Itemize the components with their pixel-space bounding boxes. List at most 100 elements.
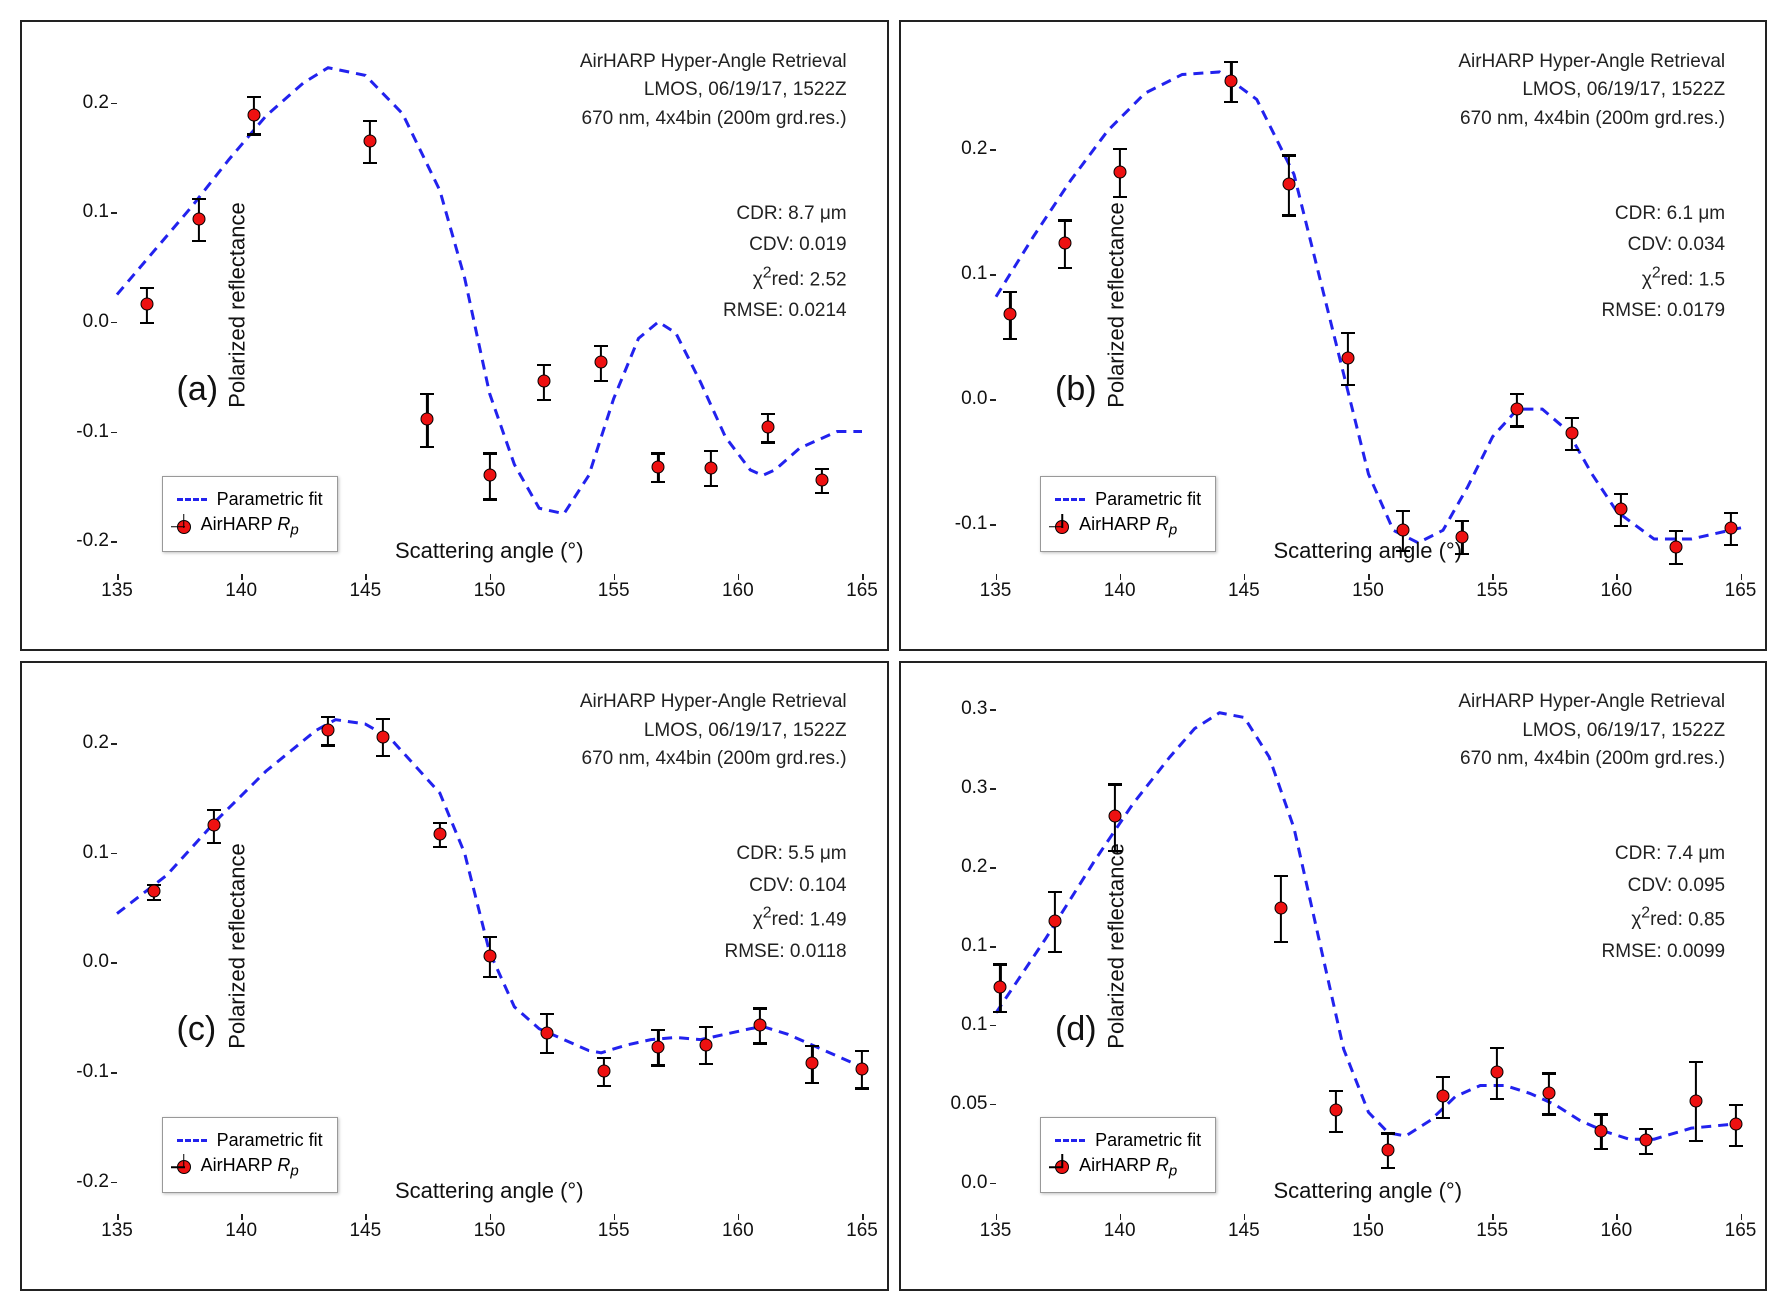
error-cap-top-a-0 bbox=[140, 287, 154, 289]
data-point-d-10[interactable] bbox=[1640, 1134, 1653, 1147]
data-point-b-4[interactable] bbox=[1282, 178, 1295, 191]
data-point-d-3[interactable] bbox=[1275, 902, 1288, 915]
error-cap-bottom-c-1 bbox=[207, 842, 221, 844]
error-cap-bottom-d-6 bbox=[1436, 1117, 1450, 1119]
data-point-c-6[interactable] bbox=[540, 1026, 553, 1039]
data-point-c-9[interactable] bbox=[699, 1038, 712, 1051]
error-cap-bottom-a-6 bbox=[537, 399, 551, 401]
data-point-d-6[interactable] bbox=[1436, 1090, 1449, 1103]
data-point-b-12[interactable] bbox=[1724, 521, 1737, 534]
error-cap-top-c-2 bbox=[321, 716, 335, 718]
data-point-c-10[interactable] bbox=[754, 1018, 767, 1031]
panel-b: (b) AirHARP Hyper-Angle Retrieval LMOS, … bbox=[899, 20, 1768, 651]
error-cap-bottom-a-10 bbox=[761, 441, 775, 443]
data-point-a-10[interactable] bbox=[761, 421, 774, 434]
data-point-a-4[interactable] bbox=[421, 413, 434, 426]
error-cap-top-a-6 bbox=[537, 364, 551, 366]
data-point-a-9[interactable] bbox=[704, 461, 717, 474]
data-point-d-5[interactable] bbox=[1381, 1143, 1394, 1156]
data-point-d-9[interactable] bbox=[1595, 1124, 1608, 1137]
legend-a[interactable]: Parametric fit AirHARP Rp bbox=[162, 476, 338, 552]
error-cap-bottom-b-6 bbox=[1396, 550, 1410, 552]
error-cap-bottom-d-9 bbox=[1594, 1148, 1608, 1150]
error-cap-bottom-d-1 bbox=[1048, 951, 1062, 953]
data-point-d-12[interactable] bbox=[1729, 1118, 1742, 1131]
error-cap-bottom-b-10 bbox=[1614, 525, 1628, 527]
error-cap-bottom-c-5 bbox=[483, 976, 497, 978]
error-cap-bottom-b-8 bbox=[1510, 425, 1524, 427]
error-cap-top-c-11 bbox=[805, 1045, 819, 1047]
data-point-d-1[interactable] bbox=[1049, 914, 1062, 927]
data-point-d-4[interactable] bbox=[1329, 1104, 1342, 1117]
error-cap-top-c-7 bbox=[597, 1057, 611, 1059]
data-point-a-1[interactable] bbox=[192, 212, 205, 225]
data-point-c-7[interactable] bbox=[597, 1064, 610, 1077]
data-point-c-3[interactable] bbox=[376, 730, 389, 743]
data-point-c-11[interactable] bbox=[806, 1057, 819, 1070]
data-point-d-0[interactable] bbox=[994, 981, 1007, 994]
error-cap-bottom-d-4 bbox=[1329, 1131, 1343, 1133]
legend-c[interactable]: Parametric fit AirHARP Rp bbox=[162, 1117, 338, 1193]
panel-c: (c) AirHARP Hyper-Angle Retrieval LMOS, … bbox=[20, 661, 889, 1292]
error-cap-top-d-10 bbox=[1639, 1128, 1653, 1130]
data-point-a-11[interactable] bbox=[816, 473, 829, 486]
error-cap-bottom-a-9 bbox=[704, 485, 718, 487]
data-point-c-12[interactable] bbox=[856, 1062, 869, 1075]
error-cap-bottom-d-8 bbox=[1542, 1113, 1556, 1115]
xlabel-c: Scattering angle (°) bbox=[395, 1178, 584, 1204]
data-point-a-0[interactable] bbox=[140, 298, 153, 311]
data-point-b-9[interactable] bbox=[1565, 426, 1578, 439]
data-point-b-7[interactable] bbox=[1456, 530, 1469, 543]
plot-area-b: (b) AirHARP Hyper-Angle Retrieval LMOS, … bbox=[996, 37, 1741, 574]
data-point-b-8[interactable] bbox=[1511, 403, 1524, 416]
data-point-c-4[interactable] bbox=[433, 828, 446, 841]
data-point-b-6[interactable] bbox=[1396, 524, 1409, 537]
data-point-b-1[interactable] bbox=[1059, 237, 1072, 250]
data-point-d-11[interactable] bbox=[1689, 1094, 1702, 1107]
data-point-a-3[interactable] bbox=[364, 135, 377, 148]
data-point-b-11[interactable] bbox=[1669, 540, 1682, 553]
error-cap-top-b-9 bbox=[1565, 417, 1579, 419]
error-cap-top-b-6 bbox=[1396, 510, 1410, 512]
data-legend-label-a: AirHARP Rp bbox=[201, 514, 299, 539]
error-cap-bottom-b-1 bbox=[1058, 267, 1072, 269]
error-cap-bottom-a-0 bbox=[140, 322, 154, 324]
error-cap-bottom-c-2 bbox=[321, 744, 335, 746]
data-point-b-10[interactable] bbox=[1615, 503, 1628, 516]
error-cap-bottom-a-2 bbox=[247, 133, 261, 135]
ytick-d-0.05: 0.05 bbox=[951, 1093, 988, 1115]
xtick-b-135: 135 bbox=[980, 580, 1012, 602]
data-point-a-8[interactable] bbox=[652, 460, 665, 473]
error-cap-bottom-c-12 bbox=[855, 1087, 869, 1089]
error-cap-top-c-4 bbox=[433, 822, 447, 824]
error-cap-top-a-10 bbox=[761, 413, 775, 415]
ytick-c--0.2: -0.2 bbox=[76, 1171, 109, 1193]
error-cap-top-b-8 bbox=[1510, 393, 1524, 395]
data-point-b-0[interactable] bbox=[1004, 308, 1017, 321]
data-point-a-6[interactable] bbox=[538, 375, 551, 388]
data-point-c-8[interactable] bbox=[652, 1040, 665, 1053]
data-point-d-8[interactable] bbox=[1543, 1086, 1556, 1099]
data-point-c-1[interactable] bbox=[207, 819, 220, 832]
error-cap-bottom-a-7 bbox=[594, 380, 608, 382]
error-cap-top-a-2 bbox=[247, 96, 261, 98]
data-point-c-0[interactable] bbox=[148, 885, 161, 898]
data-point-c-5[interactable] bbox=[483, 949, 496, 962]
error-cap-top-b-7 bbox=[1455, 520, 1469, 522]
xlabel-b: Scattering angle (°) bbox=[1273, 538, 1462, 564]
data-point-a-7[interactable] bbox=[595, 356, 608, 369]
legend-b[interactable]: Parametric fit AirHARP Rp bbox=[1040, 476, 1216, 552]
error-cap-bottom-c-9 bbox=[699, 1063, 713, 1065]
data-point-c-2[interactable] bbox=[322, 724, 335, 737]
data-point-b-3[interactable] bbox=[1225, 74, 1238, 87]
data-legend-label-c: AirHARP Rp bbox=[201, 1155, 299, 1180]
data-point-d-7[interactable] bbox=[1491, 1066, 1504, 1079]
error-cap-top-c-9 bbox=[699, 1026, 713, 1028]
xtick-d-165: 165 bbox=[1725, 1220, 1757, 1242]
data-point-a-2[interactable] bbox=[247, 108, 260, 121]
data-point-b-5[interactable] bbox=[1342, 351, 1355, 364]
data-point-b-2[interactable] bbox=[1113, 165, 1126, 178]
legend-d[interactable]: Parametric fit AirHARP Rp bbox=[1040, 1117, 1216, 1193]
data-point-a-5[interactable] bbox=[483, 469, 496, 482]
data-point-d-2[interactable] bbox=[1108, 810, 1121, 823]
